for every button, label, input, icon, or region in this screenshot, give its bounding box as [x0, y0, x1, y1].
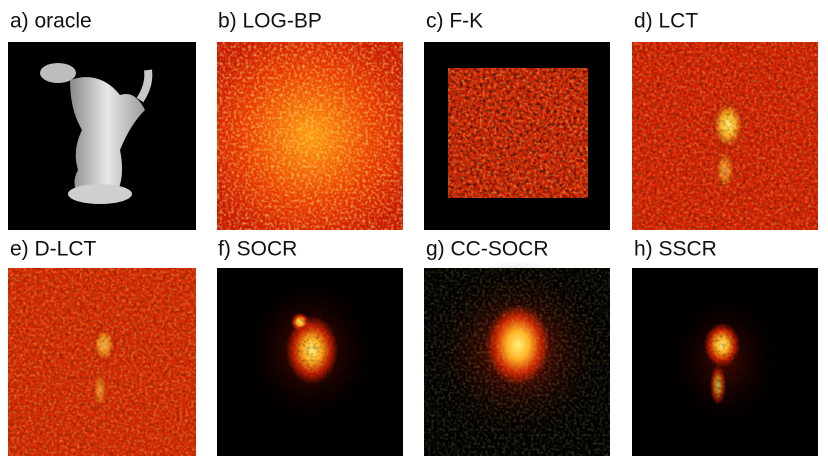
panel-label: a) oracle — [10, 10, 92, 33]
panel-label: f) SOCR — [218, 238, 297, 261]
panel-label: b) LOG-BP — [218, 10, 322, 33]
panel-label: e) D-LCT — [10, 238, 97, 261]
panel-label: c) F-K — [426, 10, 483, 33]
panel-image — [8, 268, 196, 456]
panel-image — [8, 42, 196, 230]
panel-image — [217, 268, 403, 456]
panel-image — [632, 42, 818, 230]
panel-image — [217, 42, 403, 230]
panel-label: h) SSCR — [634, 238, 717, 261]
panel-image — [424, 42, 610, 230]
panel-label: d) LCT — [634, 10, 698, 33]
panel-image — [424, 260, 610, 456]
panel-label: g) CC-SOCR — [426, 238, 549, 261]
panel-image — [632, 268, 818, 456]
